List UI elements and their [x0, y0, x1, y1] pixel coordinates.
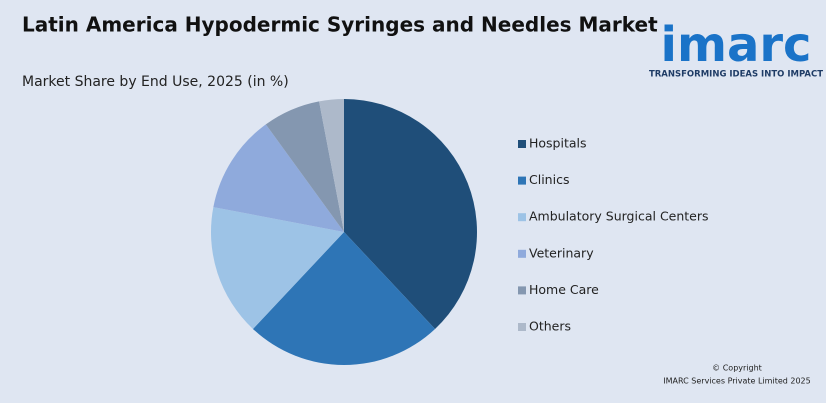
pie-slice — [211, 207, 344, 329]
legend-label: Hospitals — [529, 136, 587, 151]
legend-label: Veterinary — [529, 245, 594, 260]
pie-slice — [213, 124, 344, 232]
pie-slice — [319, 99, 344, 232]
legend-label: Clinics — [529, 172, 569, 187]
legend-swatch — [518, 286, 526, 295]
copyright: © Copyright — [712, 364, 762, 373]
pie-slice — [252, 232, 436, 365]
legend-label: Ambulatory Surgical Centers — [529, 209, 709, 224]
logo: imarc — [661, 17, 812, 73]
legend-label: Home Care — [529, 282, 599, 297]
copyright-owner: IMARC Services Private Limited 2025 — [663, 377, 810, 386]
chart-title: Latin America Hypodermic Syringes and Ne… — [22, 13, 658, 37]
legend-swatch — [518, 323, 526, 331]
legend-swatch — [518, 176, 526, 185]
logo-tagline: TRANSFORMING IDEAS INTO IMPACT — [649, 70, 823, 80]
pie-slice — [265, 101, 344, 232]
chart-subtitle: Market Share by End Use, 2025 (in %) — [22, 74, 289, 90]
pie-slice — [344, 99, 477, 329]
legend-label: Others — [529, 319, 571, 334]
legend-swatch — [518, 249, 526, 258]
legend-swatch — [518, 140, 526, 148]
legend-swatch — [518, 213, 526, 222]
